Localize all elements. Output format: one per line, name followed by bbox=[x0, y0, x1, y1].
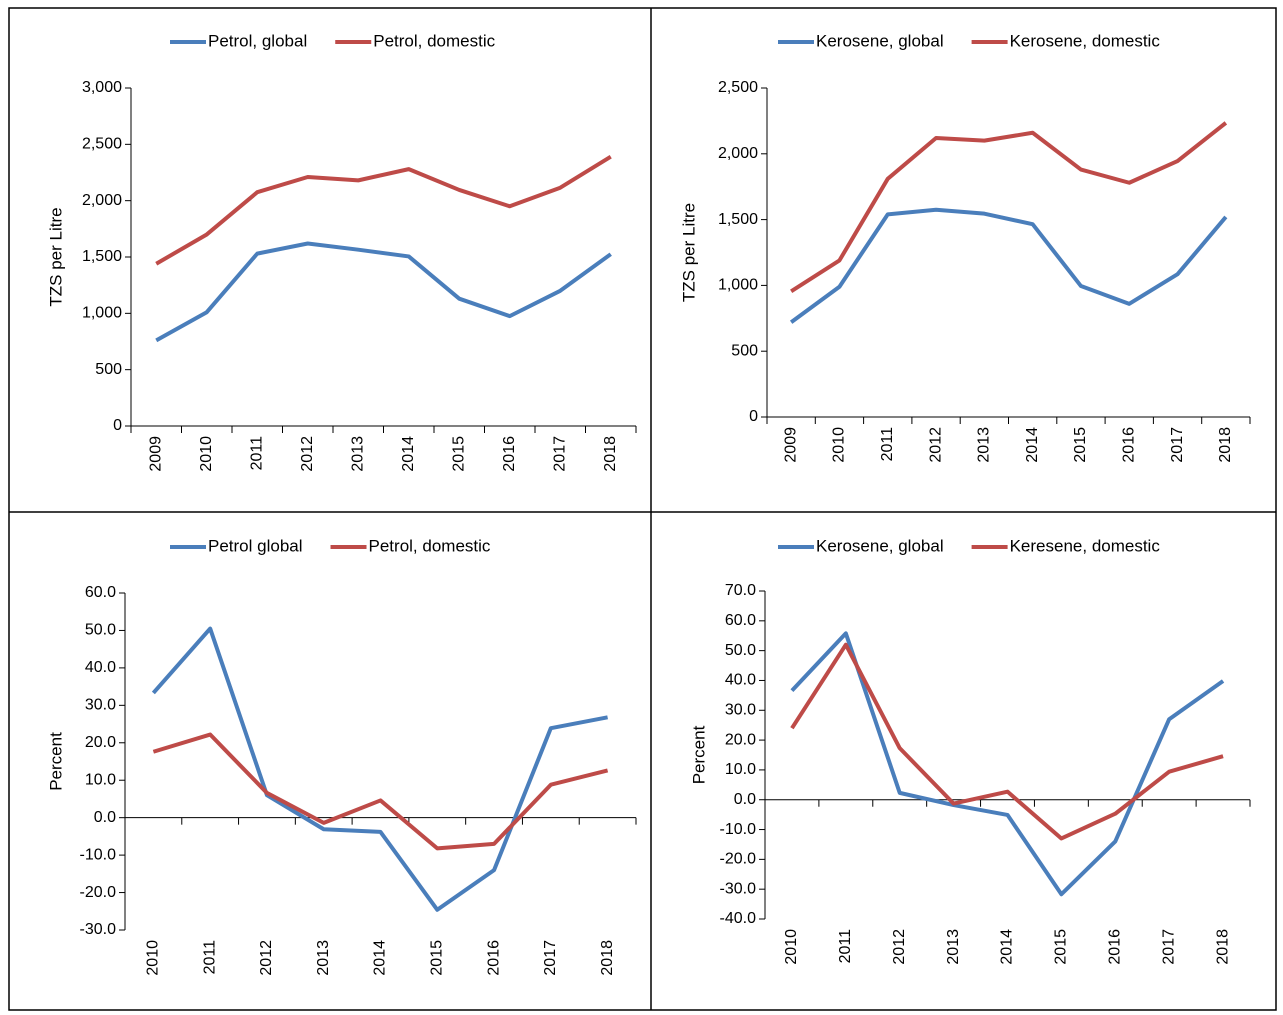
series-line bbox=[151, 626, 608, 912]
x-tick-label: 2015 bbox=[1072, 427, 1089, 463]
legend-label: Kerosene, domestic bbox=[1010, 31, 1161, 50]
x-tick-label: 2012 bbox=[299, 436, 316, 472]
y-tick-label: -30.0 bbox=[720, 880, 757, 897]
legend-label: Petrol, global bbox=[208, 31, 307, 50]
x-tick-label: 2017 bbox=[1160, 929, 1177, 965]
x-tick-label: 2016 bbox=[1120, 427, 1137, 463]
y-tick-label: -10.0 bbox=[720, 821, 757, 838]
x-tick-label: 2013 bbox=[976, 427, 993, 463]
x-tick-label: 2015 bbox=[450, 436, 467, 472]
x-tick-label: 2014 bbox=[999, 929, 1016, 965]
series-line bbox=[155, 155, 612, 266]
y-tick-label: 1,500 bbox=[718, 211, 758, 228]
x-tick-label: 2018 bbox=[1217, 427, 1234, 463]
x-tick-label: 2012 bbox=[927, 427, 944, 463]
legend-label: Kerosene, global bbox=[816, 31, 944, 50]
y-tick-label: -40.0 bbox=[720, 910, 757, 927]
y-tick-label: 1,500 bbox=[82, 248, 122, 265]
x-tick-label: 2018 bbox=[602, 436, 619, 472]
y-tick-label: -20.0 bbox=[720, 851, 757, 868]
y-tick-label: 2,500 bbox=[718, 79, 758, 96]
x-tick-label: 2012 bbox=[891, 929, 908, 965]
y-tick-label: 40.0 bbox=[725, 672, 756, 689]
y-tick-label: -10.0 bbox=[80, 846, 117, 863]
x-tick-label: 2010 bbox=[198, 436, 215, 472]
series-line bbox=[790, 642, 1224, 841]
y-tick-label: 40.0 bbox=[85, 659, 116, 676]
x-tick-label: 2014 bbox=[1024, 427, 1041, 463]
y-axis-title: Percent bbox=[689, 725, 708, 784]
x-tick-label: 2017 bbox=[1169, 427, 1186, 463]
x-tick-label: 2016 bbox=[501, 436, 518, 472]
legend-label: Petrol, domestic bbox=[373, 31, 495, 50]
y-tick-label: 0 bbox=[113, 417, 122, 434]
x-tick-label: 2010 bbox=[783, 929, 800, 965]
y-axis-title: TZS per Litre bbox=[46, 207, 65, 306]
series-line bbox=[152, 732, 609, 851]
y-tick-label: 2,000 bbox=[82, 192, 122, 209]
outer-frame bbox=[8, 7, 1277, 1011]
x-tick-label: 2013 bbox=[945, 929, 962, 965]
y-tick-label: -20.0 bbox=[80, 884, 117, 901]
x-tick-label: 2014 bbox=[372, 940, 389, 976]
series-line bbox=[155, 241, 612, 343]
legend-label: Keresene, domestic bbox=[1010, 536, 1161, 555]
x-tick-label: 2009 bbox=[147, 436, 164, 472]
x-tick-label: 2017 bbox=[551, 436, 568, 472]
series-line bbox=[790, 121, 1228, 294]
y-tick-label: 60.0 bbox=[725, 612, 756, 629]
x-tick-label: 2018 bbox=[599, 940, 616, 976]
legend-label: Petrol, domestic bbox=[369, 536, 491, 555]
y-tick-label: 30.0 bbox=[85, 697, 116, 714]
x-tick-label: 2011 bbox=[248, 436, 265, 471]
y-tick-label: 2,000 bbox=[718, 145, 758, 162]
x-tick-label: 2011 bbox=[879, 427, 896, 462]
x-tick-label: 2013 bbox=[349, 436, 366, 472]
y-tick-label: -30.0 bbox=[80, 921, 117, 938]
y-tick-label: 0.0 bbox=[94, 809, 116, 826]
x-tick-label: 2012 bbox=[258, 940, 275, 976]
x-tick-label: 2011 bbox=[201, 940, 218, 975]
y-tick-label: 500 bbox=[95, 361, 122, 378]
y-tick-label: 20.0 bbox=[725, 731, 756, 748]
y-tick-label: 0 bbox=[749, 408, 758, 425]
y-tick-label: 10.0 bbox=[725, 761, 756, 778]
x-tick-label: 2017 bbox=[542, 940, 559, 976]
x-tick-label: 2009 bbox=[782, 427, 799, 463]
y-axis-title: Percent bbox=[46, 732, 65, 791]
y-tick-label: 1,000 bbox=[718, 277, 758, 294]
y-tick-label: 50.0 bbox=[725, 642, 756, 659]
x-tick-label: 2011 bbox=[837, 929, 854, 964]
y-tick-label: 1,000 bbox=[82, 305, 122, 322]
y-tick-label: 0.0 bbox=[734, 791, 756, 808]
y-tick-label: 500 bbox=[731, 342, 758, 359]
y-tick-label: 2,500 bbox=[82, 136, 122, 153]
x-tick-label: 2010 bbox=[831, 427, 848, 463]
y-tick-label: 60.0 bbox=[85, 584, 116, 601]
x-tick-label: 2010 bbox=[145, 940, 162, 976]
x-tick-label: 2015 bbox=[1053, 929, 1070, 965]
x-tick-label: 2018 bbox=[1214, 929, 1231, 965]
x-tick-label: 2015 bbox=[428, 940, 445, 976]
x-tick-label: 2013 bbox=[315, 940, 332, 976]
y-tick-label: 30.0 bbox=[725, 701, 756, 718]
y-tick-label: 70.0 bbox=[725, 582, 756, 599]
y-tick-label: 20.0 bbox=[85, 734, 116, 751]
x-tick-label: 2016 bbox=[1106, 929, 1123, 965]
x-tick-label: 2014 bbox=[400, 436, 417, 472]
series-line bbox=[789, 207, 1228, 324]
series-line bbox=[790, 631, 1225, 897]
legend-label: Kerosene, global bbox=[816, 536, 944, 555]
y-axis-title: TZS per Litre bbox=[679, 203, 698, 302]
y-tick-label: 10.0 bbox=[85, 771, 116, 788]
x-tick-label: 2016 bbox=[485, 940, 502, 976]
legend-label: Petrol global bbox=[208, 536, 303, 555]
y-tick-label: 50.0 bbox=[85, 622, 116, 639]
y-tick-label: 3,000 bbox=[82, 79, 122, 96]
